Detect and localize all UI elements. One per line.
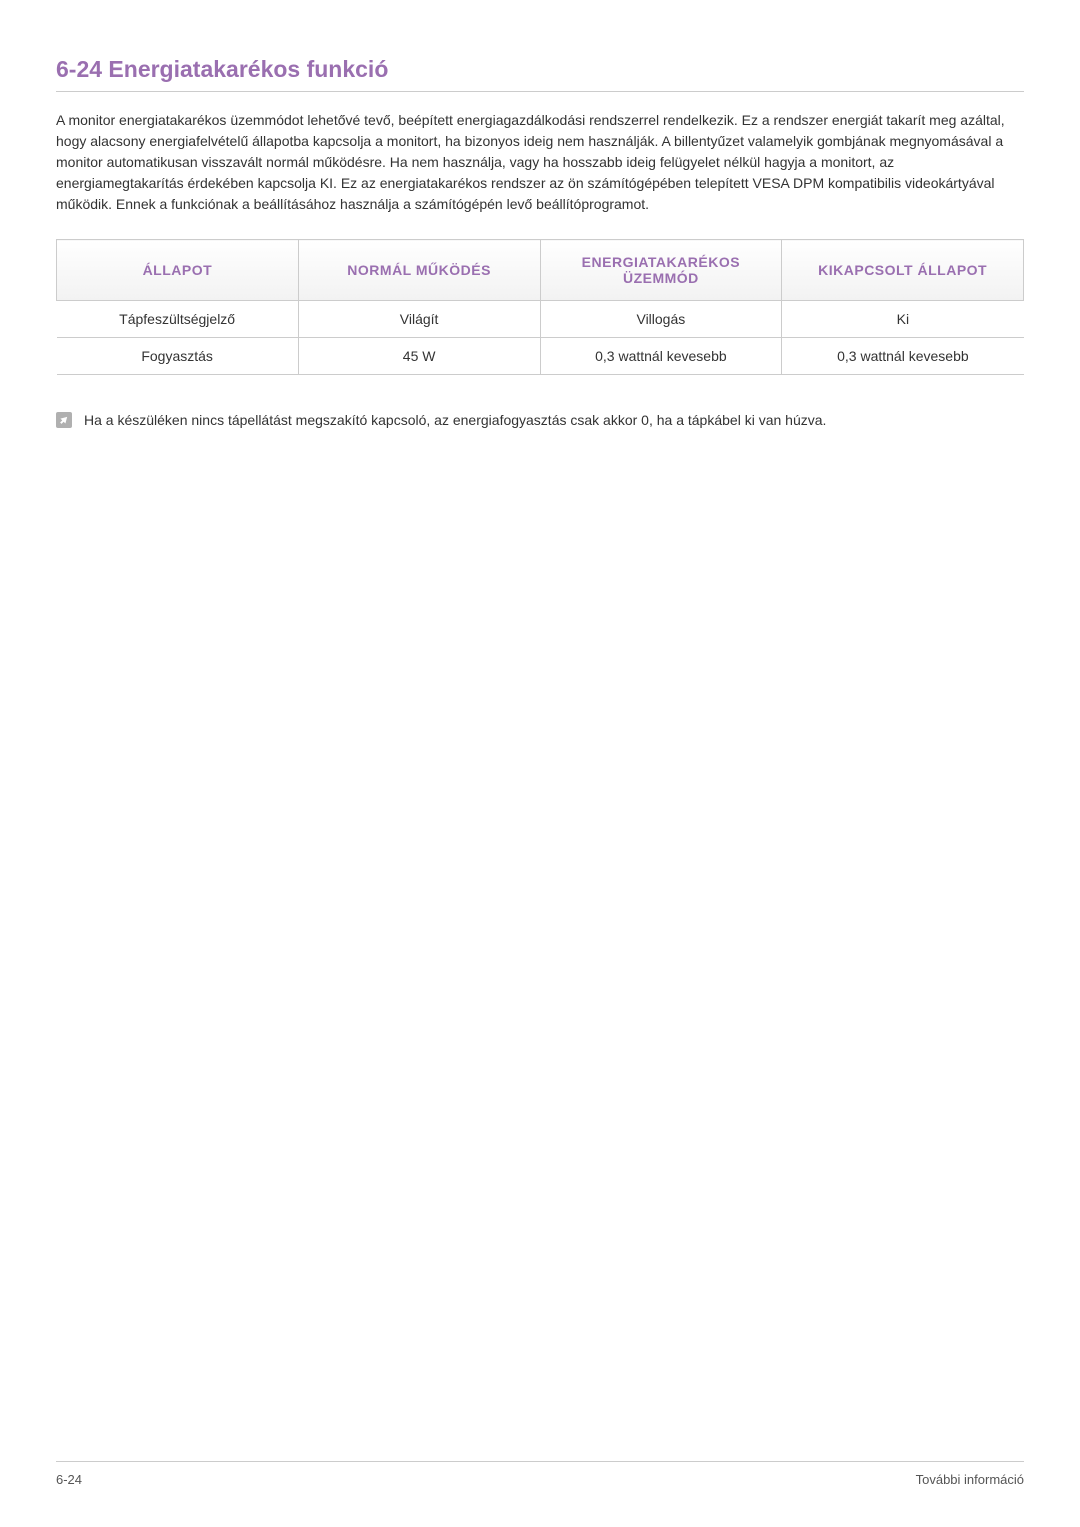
header-state: ÁLLAPOT <box>57 240 299 301</box>
power-states-table: ÁLLAPOT NORMÁL MŰKÖDÉS ENERGIATAKARÉKOS … <box>56 239 1024 375</box>
header-off: KIKAPCSOLT ÁLLAPOT <box>782 240 1024 301</box>
note-text: Ha a készüléken nincs tápellátást megsza… <box>84 411 826 431</box>
note-icon <box>56 412 72 428</box>
cell-consumption-powersave: 0,3 wattnál kevesebb <box>540 338 782 375</box>
footer-section-label: További információ <box>916 1472 1024 1487</box>
header-normal: NORMÁL MŰKÖDÉS <box>298 240 540 301</box>
page-footer: 6-24 További információ <box>56 1461 1024 1487</box>
cell-indicator-powersave: Villogás <box>540 301 782 338</box>
table-row: Fogyasztás 45 W 0,3 wattnál kevesebb 0,3… <box>57 338 1024 375</box>
cell-consumption-normal: 45 W <box>298 338 540 375</box>
table-row: Tápfeszültségjelző Világít Villogás Ki <box>57 301 1024 338</box>
cell-indicator-label: Tápfeszültségjelző <box>57 301 299 338</box>
footer-page-number: 6-24 <box>56 1472 82 1487</box>
intro-paragraph: A monitor energiatakarékos üzemmódot leh… <box>56 110 1024 215</box>
cell-indicator-normal: Világít <box>298 301 540 338</box>
section-title: 6-24 Energiatakarékos funkció <box>56 56 1024 92</box>
cell-indicator-off: Ki <box>782 301 1024 338</box>
note-block: Ha a készüléken nincs tápellátást megsza… <box>56 411 1024 431</box>
header-powersave: ENERGIATAKARÉKOS ÜZEMMÓD <box>540 240 782 301</box>
table-header-row: ÁLLAPOT NORMÁL MŰKÖDÉS ENERGIATAKARÉKOS … <box>57 240 1024 301</box>
cell-consumption-off: 0,3 wattnál kevesebb <box>782 338 1024 375</box>
cell-consumption-label: Fogyasztás <box>57 338 299 375</box>
